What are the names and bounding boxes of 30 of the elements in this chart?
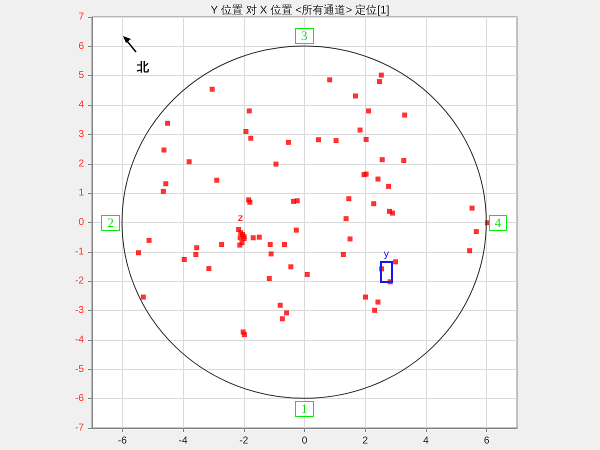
x-tick-label: 0 xyxy=(302,436,308,446)
y-tick-label: 5 xyxy=(78,70,84,82)
x-tick-label: 4 xyxy=(423,436,430,446)
y-tick-label: 1 xyxy=(78,188,84,199)
y-tick-label: 6 xyxy=(78,40,84,52)
y-tick-label: 3 xyxy=(78,128,84,140)
y-tick-label: 7 xyxy=(78,12,84,22)
y-tick-label: -6 xyxy=(75,393,84,404)
y-tick-label: -4 xyxy=(75,334,84,346)
y-tick-label: -2 xyxy=(75,276,84,287)
x-tick-label: -4 xyxy=(178,436,188,446)
annotation: 3 xyxy=(295,28,314,44)
y-tick-label: -5 xyxy=(75,364,84,375)
annotation: y xyxy=(383,248,390,261)
y-tick-label: -1 xyxy=(75,246,84,258)
annotation: 北 xyxy=(137,60,149,74)
x-tick-label: 2 xyxy=(362,436,368,446)
y-tick-label: -3 xyxy=(75,305,84,316)
x-tick-label: -6 xyxy=(118,436,128,446)
x-tick-label: 6 xyxy=(484,436,490,446)
x-tick-label: -2 xyxy=(239,436,249,446)
y-tick-label: 0 xyxy=(78,217,84,228)
y-tick-label: 2 xyxy=(78,158,84,170)
annotation: 2 xyxy=(101,214,120,230)
chart-title: Y 位置 对 X 位置 <所有通道> 定位[1] xyxy=(210,4,390,16)
y-tick-label: -7 xyxy=(75,422,84,434)
annotation: 1 xyxy=(295,400,314,417)
annotation: 4 xyxy=(488,214,508,230)
annotation: z xyxy=(238,213,243,226)
y-tick-label: 4 xyxy=(78,100,84,111)
